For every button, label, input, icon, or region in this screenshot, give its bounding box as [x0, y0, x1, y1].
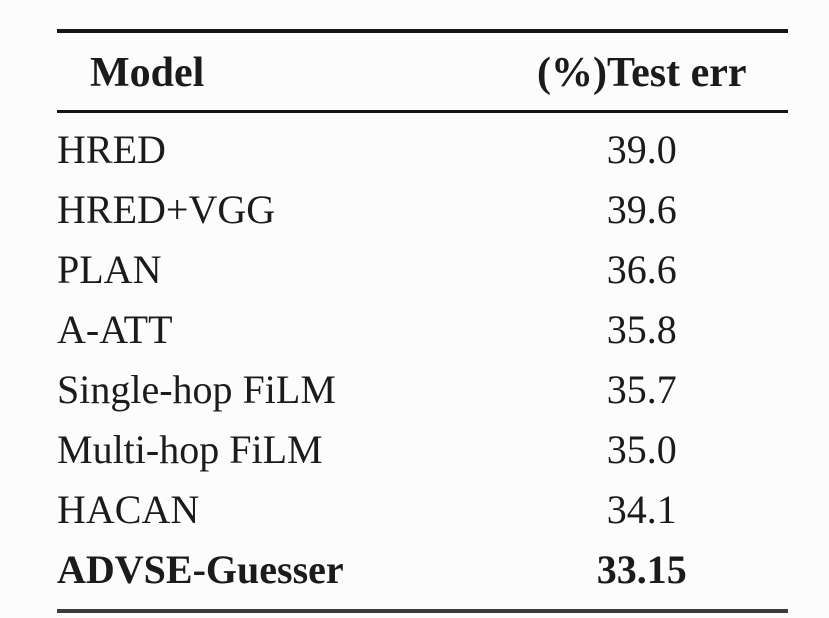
table-row-highlight: ADVSE-Guesser 33.15 — [57, 540, 788, 611]
test-err-cell: 35.8 — [606, 307, 677, 352]
table-row: HRED+VGG 39.6 — [57, 180, 788, 240]
column-header-test-err: (%)Test err — [495, 31, 788, 113]
table-row: HACAN 34.1 — [57, 480, 788, 540]
table-row: HRED 39.0 — [57, 112, 788, 181]
test-err-cell: 35.0 — [606, 427, 677, 472]
results-table-body: HRED 39.0 HRED+VGG 39.6 PLAN 36.6 A-ATT … — [57, 112, 788, 612]
table-row: Single-hop FiLM 35.7 — [57, 360, 788, 420]
model-name-cell: HRED+VGG — [57, 187, 276, 232]
model-name-cell: HACAN — [57, 487, 200, 532]
table-row: Multi-hop FiLM 35.0 — [57, 420, 788, 480]
header-row: Model (%)Test err — [57, 31, 788, 113]
test-err-cell: 35.7 — [606, 367, 677, 412]
results-table-header: Model (%)Test err — [57, 31, 788, 113]
model-name-cell: A-ATT — [57, 307, 173, 352]
results-table: Model (%)Test err HRED 39.0 HRED+VGG 39.… — [57, 29, 788, 613]
model-name-cell: Single-hop FiLM — [57, 367, 336, 412]
model-name-cell: ADVSE-Guesser — [57, 547, 344, 592]
model-name-cell: HRED — [57, 127, 166, 172]
table-row: A-ATT 35.8 — [57, 300, 788, 360]
column-header-model: Model — [57, 31, 496, 113]
test-err-cell: 39.0 — [606, 127, 677, 172]
model-name-cell: PLAN — [57, 247, 162, 292]
test-err-cell: 39.6 — [606, 187, 677, 232]
table-row: PLAN 36.6 — [57, 240, 788, 300]
test-err-cell: 36.6 — [606, 247, 677, 292]
model-name-cell: Multi-hop FiLM — [57, 427, 323, 472]
test-err-cell: 34.1 — [606, 487, 677, 532]
test-err-cell: 33.15 — [596, 547, 687, 592]
